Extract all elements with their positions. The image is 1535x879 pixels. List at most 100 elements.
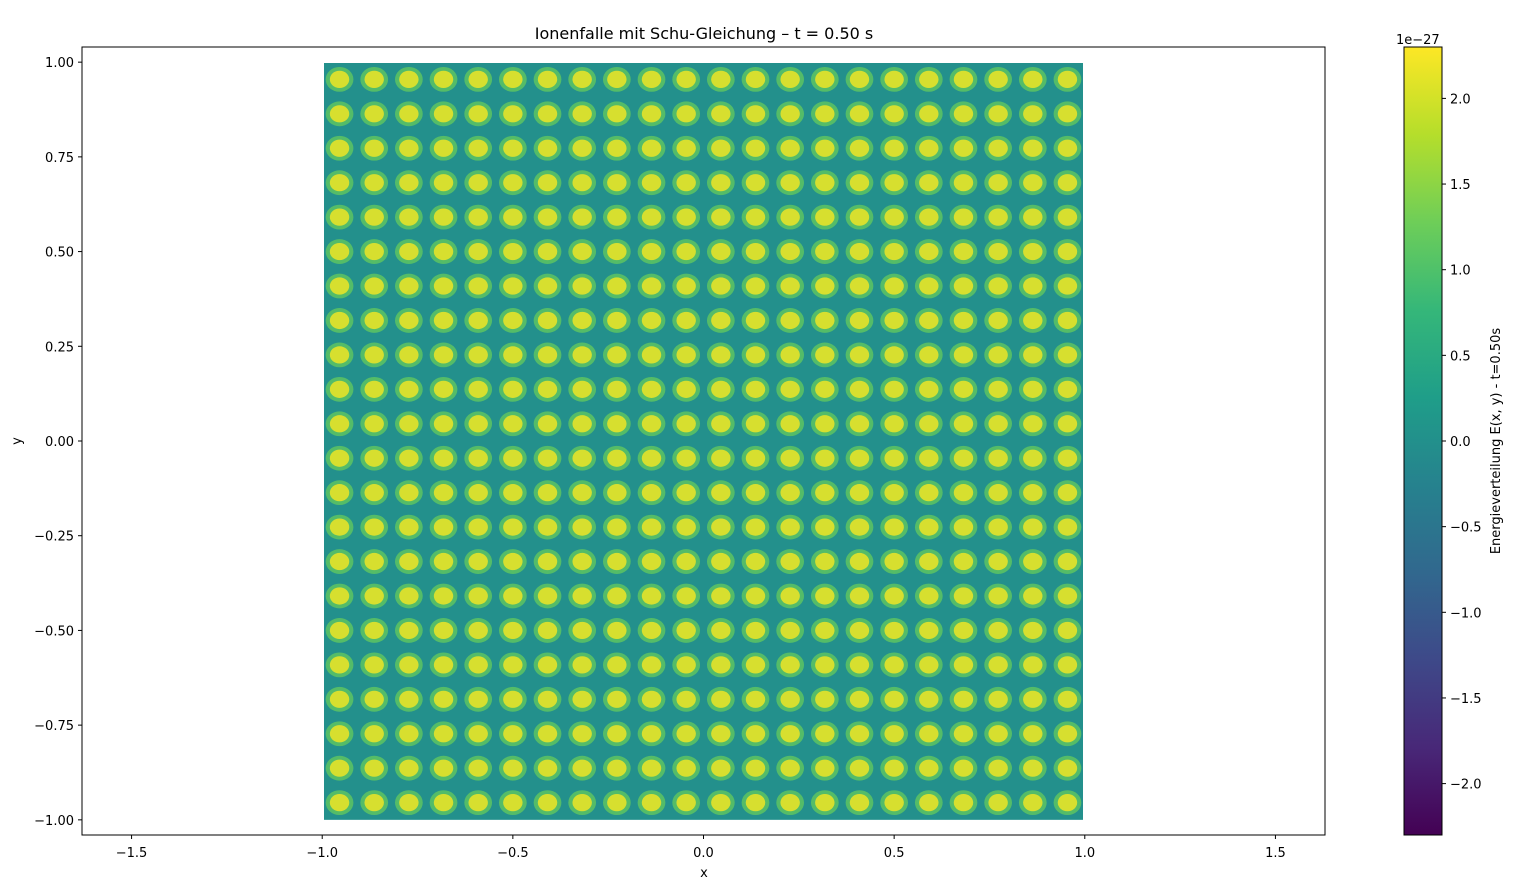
heatmap-cell-core (468, 70, 488, 88)
heatmap-cell-core (503, 759, 523, 777)
heatmap-cell (498, 549, 527, 574)
heatmap-cell-core (988, 794, 1008, 812)
heatmap-cell (360, 239, 389, 264)
heatmap-cell-core (745, 552, 766, 571)
heatmap-cell-core (364, 70, 384, 88)
heatmap-cell (880, 135, 909, 161)
heatmap-cell-core (988, 139, 1008, 157)
heatmap-cell-core (433, 242, 454, 261)
heatmap-cell-core (676, 794, 696, 812)
heatmap-cell-core (884, 242, 904, 261)
heatmap-cell-core (919, 484, 939, 502)
heatmap-cell-core (849, 484, 870, 502)
heatmap-cell (741, 376, 770, 402)
heatmap-cell (325, 652, 354, 678)
heatmap-cell-core (849, 794, 870, 812)
heatmap-cell (602, 66, 631, 92)
heatmap-cell (845, 204, 874, 230)
heatmap-cell-core (849, 690, 870, 708)
heatmap-cell (914, 755, 943, 781)
heatmap-cell-core (988, 587, 1008, 605)
heatmap-cell (845, 755, 874, 781)
heatmap-cell (776, 376, 805, 402)
heatmap-cell-core (919, 518, 939, 536)
heatmap-cell (706, 308, 735, 333)
heatmap-cell (914, 618, 943, 643)
heatmap-cell-core (641, 587, 662, 605)
colorbar-tick-label: −2.0 (1450, 778, 1482, 793)
heatmap-cell (498, 755, 527, 781)
heatmap-cell-core (364, 725, 384, 743)
heatmap-cell (637, 721, 666, 747)
heatmap-cell (845, 411, 874, 437)
heatmap-cell (880, 480, 909, 506)
heatmap-cell (984, 376, 1012, 402)
heatmap-cell-core (745, 794, 766, 812)
heatmap-cell-core (815, 415, 835, 433)
heatmap-cell-core (329, 759, 350, 777)
heatmap-cell-core (364, 105, 384, 123)
heatmap-cell (568, 514, 597, 540)
heatmap-cell (464, 204, 493, 230)
heatmap-cell (533, 376, 562, 402)
heatmap-cell (880, 549, 909, 574)
heatmap-cell (568, 755, 597, 781)
heatmap-cell-core (780, 518, 800, 536)
heatmap-cell-core (641, 690, 662, 708)
heatmap-cell-core (919, 380, 939, 398)
heatmap-cell (464, 480, 493, 506)
heatmap-cell-core (849, 621, 870, 640)
heatmap-cell-core (1057, 242, 1078, 261)
heatmap-cell (498, 686, 527, 712)
heatmap-cell-core (329, 656, 350, 674)
heatmap-cell (914, 204, 943, 230)
heatmap-cell-core (711, 759, 731, 777)
heatmap-cell (706, 445, 735, 471)
x-tick-label: 0.5 (884, 846, 905, 861)
heatmap-cell-core (711, 346, 731, 364)
heatmap-cell-core (1023, 208, 1043, 226)
heatmap-cell-core (399, 70, 419, 88)
heatmap-cell (533, 204, 562, 230)
heatmap-cell (984, 342, 1012, 368)
heatmap-cell (533, 411, 562, 437)
heatmap-cell (395, 721, 423, 747)
heatmap-cell (776, 170, 805, 196)
heatmap-cell (568, 411, 597, 437)
heatmap-cell (810, 411, 839, 437)
heatmap-cell-core (399, 139, 419, 157)
heatmap-cell (741, 514, 770, 540)
x-axis-label: x (700, 866, 708, 879)
heatmap-cell (602, 445, 631, 471)
heatmap-cell (464, 549, 493, 574)
heatmap-cell (464, 721, 493, 747)
heatmap-cell-core (953, 725, 974, 743)
heatmap-cell (1018, 376, 1047, 402)
heatmap-cell (533, 549, 562, 574)
heatmap-cell-core (572, 311, 592, 330)
heatmap-cell (429, 549, 458, 574)
heatmap-cell-core (815, 794, 835, 812)
heatmap-cell-core (919, 449, 939, 467)
heatmap-cell-core (919, 105, 939, 123)
heatmap-cell-core (919, 242, 939, 261)
heatmap-cell-core (711, 552, 731, 571)
heatmap-cell-core (815, 380, 835, 398)
heatmap-cell (429, 239, 458, 264)
heatmap-cell (429, 101, 458, 127)
heatmap-cell (880, 170, 909, 196)
heatmap-cell-core (988, 174, 1008, 192)
heatmap-cell-core (1057, 518, 1078, 536)
heatmap-cell-core (953, 380, 974, 398)
heatmap-cell (395, 204, 423, 230)
heatmap-cell-core (676, 725, 696, 743)
heatmap-cell-core (884, 518, 904, 536)
heatmap-cell-core (953, 208, 974, 226)
heatmap-cell (672, 790, 701, 816)
heatmap-cell (360, 480, 389, 506)
colorbar-tick-label: 0.5 (1450, 349, 1471, 364)
y-tick-label: −1.00 (34, 814, 74, 829)
heatmap-cell-core (745, 105, 766, 123)
heatmap-cell (395, 480, 423, 506)
heatmap-cell-core (433, 656, 454, 674)
